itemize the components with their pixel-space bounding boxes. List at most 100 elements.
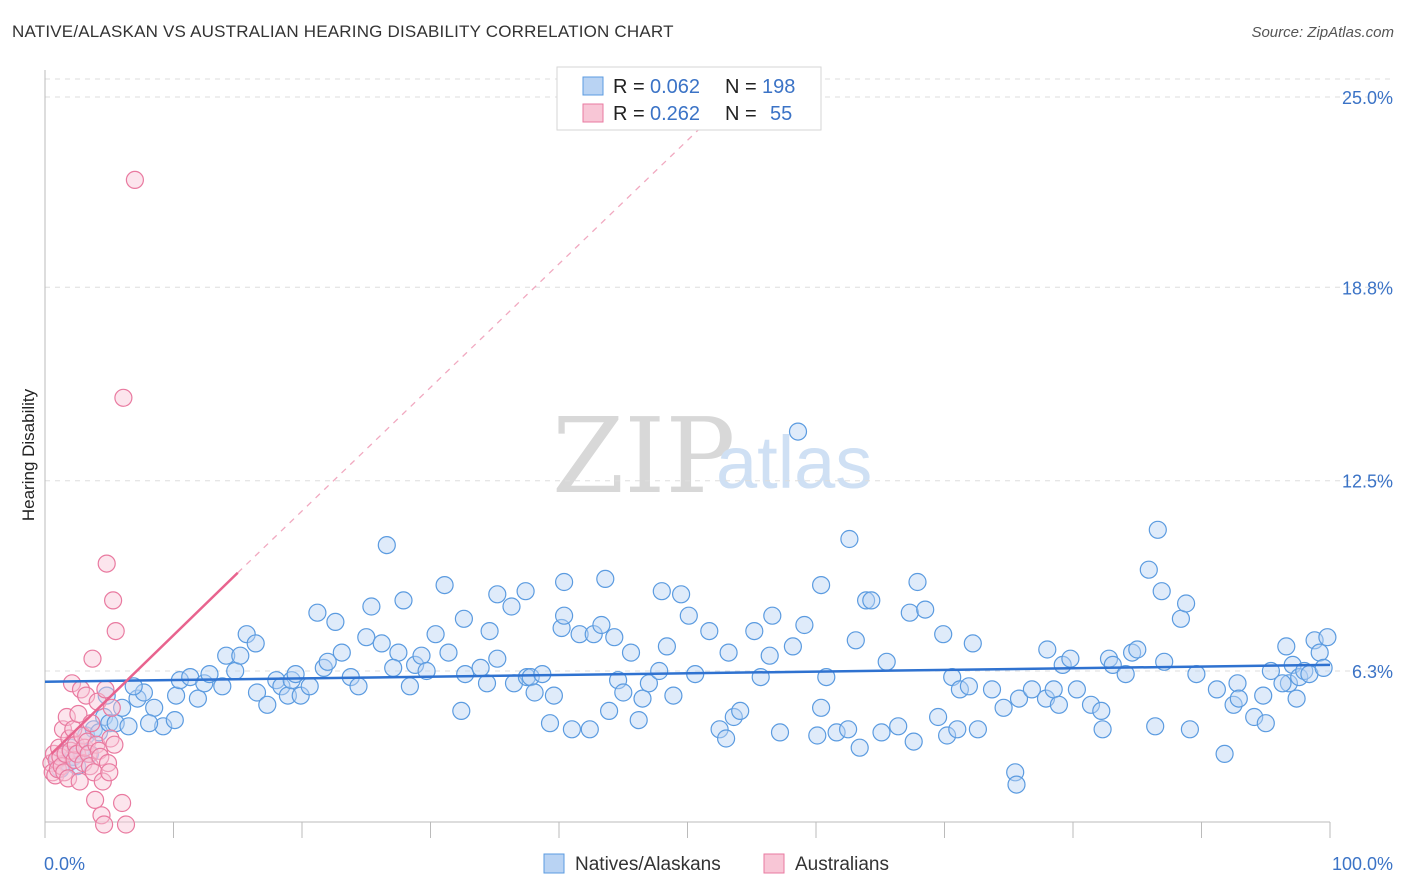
native-point-159[interactable] <box>1122 643 1142 662</box>
native-point-103[interactable] <box>719 643 738 662</box>
native-point-112[interactable] <box>788 422 808 441</box>
native-point-59[interactable] <box>417 661 436 681</box>
native-point-18[interactable] <box>134 683 153 702</box>
native-point-102[interactable] <box>710 720 729 739</box>
native-point-95[interactable] <box>652 582 671 601</box>
native-point-162[interactable] <box>1146 717 1165 736</box>
native-point-72[interactable] <box>516 582 535 601</box>
australian-point-32[interactable] <box>83 649 102 668</box>
native-point-91[interactable] <box>621 643 641 662</box>
native-point-82[interactable] <box>562 720 582 739</box>
native-point-84[interactable] <box>580 720 599 739</box>
native-point-187[interactable] <box>1310 643 1329 662</box>
native-point-53[interactable] <box>377 535 396 555</box>
native-point-21[interactable] <box>165 710 184 730</box>
native-point-176[interactable] <box>1254 686 1273 705</box>
native-point-134[interactable] <box>937 726 957 745</box>
native-point-42[interactable] <box>300 677 319 696</box>
native-point-174[interactable] <box>1229 689 1248 708</box>
legend-swatch-australians[interactable] <box>763 853 785 874</box>
native-point-29[interactable] <box>217 646 236 665</box>
native-point-28[interactable] <box>213 677 232 696</box>
native-point-66[interactable] <box>471 658 490 678</box>
native-point-129[interactable] <box>904 732 923 751</box>
native-point-38[interactable] <box>278 686 297 705</box>
native-point-166[interactable] <box>1171 609 1191 628</box>
native-point-195[interactable] <box>599 701 619 721</box>
native-point-61[interactable] <box>435 575 454 595</box>
native-point-65[interactable] <box>454 609 473 628</box>
native-point-140[interactable] <box>982 680 1002 699</box>
native-point-147[interactable] <box>1038 640 1057 659</box>
native-point-170[interactable] <box>1207 680 1227 699</box>
native-point-160[interactable] <box>1128 640 1147 659</box>
native-point-128[interactable] <box>900 603 919 622</box>
native-point-189[interactable] <box>1318 628 1337 647</box>
australian-point-52[interactable] <box>116 815 136 834</box>
native-point-151[interactable] <box>1061 649 1080 668</box>
native-point-67[interactable] <box>480 621 499 641</box>
native-point-168[interactable] <box>1180 720 1200 739</box>
australian-point-40[interactable] <box>93 772 112 791</box>
native-point-22[interactable] <box>167 686 186 705</box>
native-point-148[interactable] <box>1044 680 1063 699</box>
australian-point-49[interactable] <box>105 735 124 754</box>
native-point-98[interactable] <box>671 585 691 604</box>
australian-point-44[interactable] <box>98 753 118 773</box>
native-point-192[interactable] <box>140 714 159 733</box>
native-point-99[interactable] <box>679 606 698 625</box>
native-point-64[interactable] <box>456 664 475 684</box>
native-point-15[interactable] <box>112 698 132 717</box>
native-point-149[interactable] <box>1049 695 1069 714</box>
australian-point-51[interactable] <box>112 793 132 813</box>
native-point-197[interactable] <box>716 729 736 748</box>
native-point-133[interactable] <box>934 625 953 644</box>
native-point-141[interactable] <box>994 698 1013 717</box>
native-point-173[interactable] <box>1228 674 1247 693</box>
native-point-152[interactable] <box>1067 680 1087 699</box>
native-point-106[interactable] <box>745 621 764 641</box>
legend-label-australians[interactable]: Australians <box>795 854 889 875</box>
native-point-35[interactable] <box>258 695 277 714</box>
native-point-115[interactable] <box>811 575 831 595</box>
native-point-55[interactable] <box>394 591 413 610</box>
native-point-30[interactable] <box>226 661 245 681</box>
legend-label-natives[interactable]: Natives/Alaskans <box>575 854 721 875</box>
native-point-33[interactable] <box>246 634 265 653</box>
native-point-126[interactable] <box>877 652 896 671</box>
australian-point-27[interactable] <box>76 686 96 705</box>
native-point-81[interactable] <box>554 572 574 592</box>
native-point-51[interactable] <box>362 597 381 616</box>
native-point-86[interactable] <box>592 615 611 635</box>
native-point-114[interactable] <box>808 726 827 745</box>
native-point-77[interactable] <box>540 714 560 733</box>
native-point-63[interactable] <box>452 701 471 721</box>
native-point-191[interactable] <box>124 677 143 696</box>
native-point-56[interactable] <box>400 677 419 696</box>
native-point-50[interactable] <box>357 628 376 647</box>
native-point-40[interactable] <box>286 664 305 684</box>
legend-swatch-natives[interactable] <box>543 853 565 874</box>
native-point-105[interactable] <box>731 701 750 721</box>
native-point-31[interactable] <box>231 646 250 665</box>
native-point-96[interactable] <box>657 637 677 656</box>
native-point-199[interactable] <box>1273 674 1292 693</box>
native-point-132[interactable] <box>928 707 948 727</box>
native-point-85[interactable] <box>584 625 603 644</box>
native-point-136[interactable] <box>948 720 967 739</box>
native-point-130[interactable] <box>908 572 927 592</box>
native-point-175[interactable] <box>1245 707 1264 727</box>
native-point-16[interactable] <box>119 717 138 736</box>
australian-point-21[interactable] <box>69 704 88 724</box>
native-point-122[interactable] <box>850 738 869 757</box>
native-point-57[interactable] <box>406 655 425 675</box>
native-point-196[interactable] <box>650 661 669 681</box>
native-point-83[interactable] <box>570 625 589 644</box>
native-point-118[interactable] <box>827 723 846 742</box>
native-point-125[interactable] <box>872 723 891 742</box>
native-point-182[interactable] <box>1287 689 1306 708</box>
native-point-78[interactable] <box>544 686 564 705</box>
native-point-58[interactable] <box>412 646 431 665</box>
australian-point-47[interactable] <box>102 698 121 717</box>
native-point-158[interactable] <box>1116 664 1135 684</box>
